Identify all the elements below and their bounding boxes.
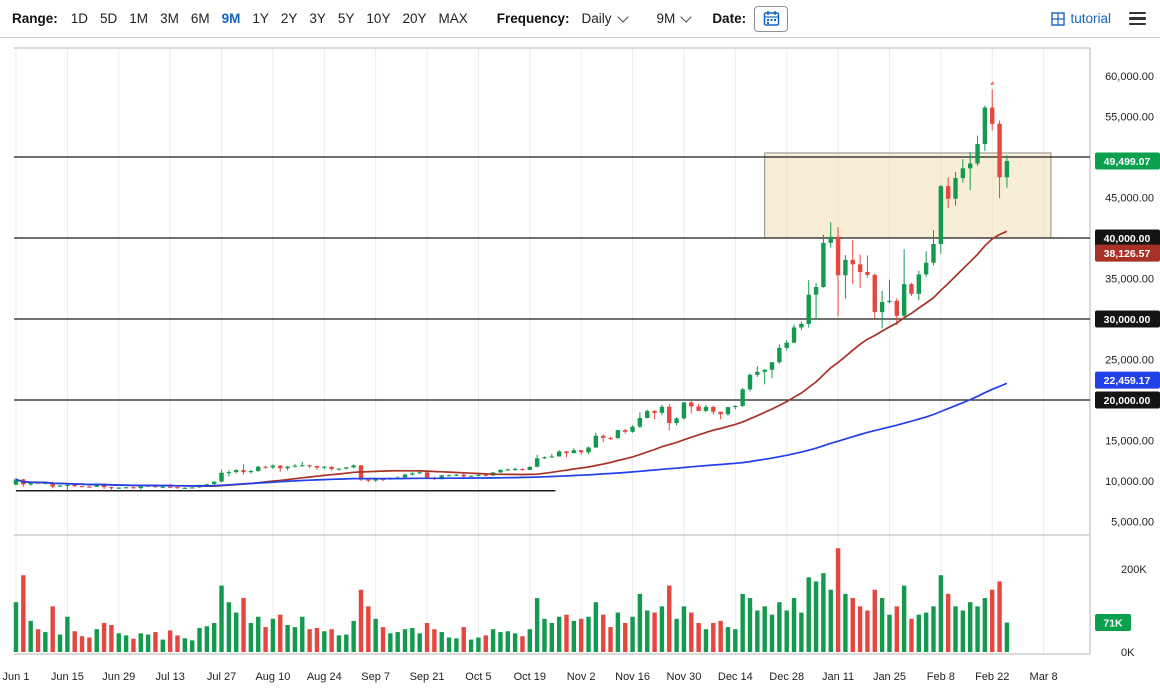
price-badges: 49,499.07 40,000.00 38,126.57 30,000.00 22,4… (1095, 152, 1160, 632)
peak-marker: * (990, 80, 995, 92)
toolbar: Range: 1D 5D 1M 3M 6M 9M 1Y 2Y 3Y 5Y 10Y 20Y MAX Fre… (0, 0, 1160, 38)
svg-text:Jul 13: Jul 13 (155, 671, 184, 683)
chevron-down-icon (616, 10, 629, 23)
candles (13, 89, 1010, 491)
range-button-2y[interactable]: 2Y (276, 9, 303, 28)
svg-text:25,000.00: 25,000.00 (1105, 355, 1154, 367)
period-value: 9M (656, 11, 676, 26)
svg-text:Sep 7: Sep 7 (361, 671, 390, 683)
menu-icon[interactable] (1127, 7, 1148, 30)
svg-text:71K: 71K (1103, 618, 1123, 630)
svg-text:Jun 1: Jun 1 (3, 671, 30, 683)
svg-text:10,000.00: 10,000.00 (1105, 476, 1154, 488)
level-lines[interactable] (14, 156, 1090, 492)
svg-text:5,000.00: 5,000.00 (1111, 517, 1154, 529)
svg-text:Nov 30: Nov 30 (667, 671, 702, 683)
svg-text:30,000.00: 30,000.00 (1104, 314, 1151, 326)
time-axis-labels: Jun 1 Jun 15 Jun 29 Jul 13 Jul 27 Aug 10 Aug 2… (3, 671, 1058, 683)
frequency-value: Daily (581, 11, 612, 26)
chart-canvas[interactable]: * 60,000.00 55,000.00 45,000.00 35,000.00 25,… (0, 38, 1160, 692)
svg-text:Jun 29: Jun 29 (102, 671, 135, 683)
svg-text:Jan 25: Jan 25 (873, 671, 906, 683)
date-label: Date: (712, 11, 747, 26)
svg-text:Oct 5: Oct 5 (465, 671, 491, 683)
volume-bars (13, 548, 1010, 652)
range-button-3y[interactable]: 3Y (304, 9, 331, 28)
svg-text:Feb 22: Feb 22 (975, 671, 1009, 683)
range-button-9m[interactable]: 9M (217, 9, 246, 28)
svg-text:Dec 14: Dec 14 (718, 671, 753, 683)
range-button-1y[interactable]: 1Y (247, 9, 274, 28)
svg-text:Jan 11: Jan 11 (822, 671, 854, 683)
svg-text:Sep 21: Sep 21 (410, 671, 445, 683)
range-button-5d[interactable]: 5D (95, 9, 122, 28)
range-button-10y[interactable]: 10Y (361, 9, 395, 28)
range-button-1d[interactable]: 1D (66, 9, 93, 28)
svg-text:55,000.00: 55,000.00 (1105, 112, 1154, 124)
svg-text:0K: 0K (1121, 647, 1135, 659)
svg-text:15,000.00: 15,000.00 (1105, 436, 1154, 448)
chart-area: * 60,000.00 55,000.00 45,000.00 35,000.00 25,… (0, 38, 1160, 692)
range-button-1m[interactable]: 1M (124, 9, 153, 28)
period-select[interactable]: 9M (653, 9, 695, 28)
svg-text:49,499.07: 49,499.07 (1104, 156, 1151, 168)
svg-text:40,000.00: 40,000.00 (1104, 233, 1151, 245)
svg-text:Aug 10: Aug 10 (255, 671, 290, 683)
svg-text:Jul 27: Jul 27 (207, 671, 236, 683)
date-picker-button[interactable] (754, 5, 789, 32)
range-button-3m[interactable]: 3M (155, 9, 184, 28)
ma-blue-line (15, 382, 1008, 487)
svg-text:20,000.00: 20,000.00 (1104, 395, 1151, 407)
svg-text:Feb 8: Feb 8 (927, 671, 955, 683)
range-buttons: 1D 5D 1M 3M 6M 9M 1Y 2Y 3Y 5Y 10Y 20Y MAX (66, 9, 473, 28)
svg-text:Mar 8: Mar 8 (1030, 671, 1058, 683)
svg-text:35,000.00: 35,000.00 (1105, 274, 1154, 286)
range-button-6m[interactable]: 6M (186, 9, 215, 28)
svg-text:Aug 24: Aug 24 (307, 671, 342, 683)
tutorial-link[interactable]: tutorial (1051, 11, 1111, 26)
grid-lines (14, 47, 1091, 655)
tutorial-label: tutorial (1070, 11, 1111, 26)
axis-labels: 60,000.00 55,000.00 45,000.00 35,000.00 25,0… (1105, 71, 1154, 659)
svg-text:Dec 28: Dec 28 (769, 671, 804, 683)
svg-text:Nov 2: Nov 2 (567, 671, 596, 683)
tutorial-icon (1051, 11, 1066, 26)
frequency-label: Frequency: (496, 11, 570, 26)
moving-averages (15, 230, 1008, 487)
svg-text:60,000.00: 60,000.00 (1105, 71, 1154, 83)
range-button-5y[interactable]: 5Y (333, 9, 360, 28)
svg-text:Jun 15: Jun 15 (51, 671, 84, 683)
svg-text:Oct 19: Oct 19 (514, 671, 546, 683)
chevron-down-icon (680, 10, 692, 23)
svg-text:*: * (990, 80, 995, 92)
frequency-select[interactable]: Daily (578, 9, 631, 28)
svg-text:38,126.57: 38,126.57 (1104, 248, 1151, 260)
calendar-icon (763, 11, 779, 26)
svg-text:200K: 200K (1121, 564, 1147, 576)
range-button-max[interactable]: MAX (433, 9, 472, 28)
range-button-20y[interactable]: 20Y (397, 9, 431, 28)
svg-text:22,459.17: 22,459.17 (1104, 375, 1151, 387)
highlight-rectangle[interactable] (764, 152, 1052, 239)
range-label: Range: (12, 11, 58, 26)
svg-text:Nov 16: Nov 16 (615, 671, 650, 683)
svg-text:45,000.00: 45,000.00 (1105, 193, 1154, 205)
